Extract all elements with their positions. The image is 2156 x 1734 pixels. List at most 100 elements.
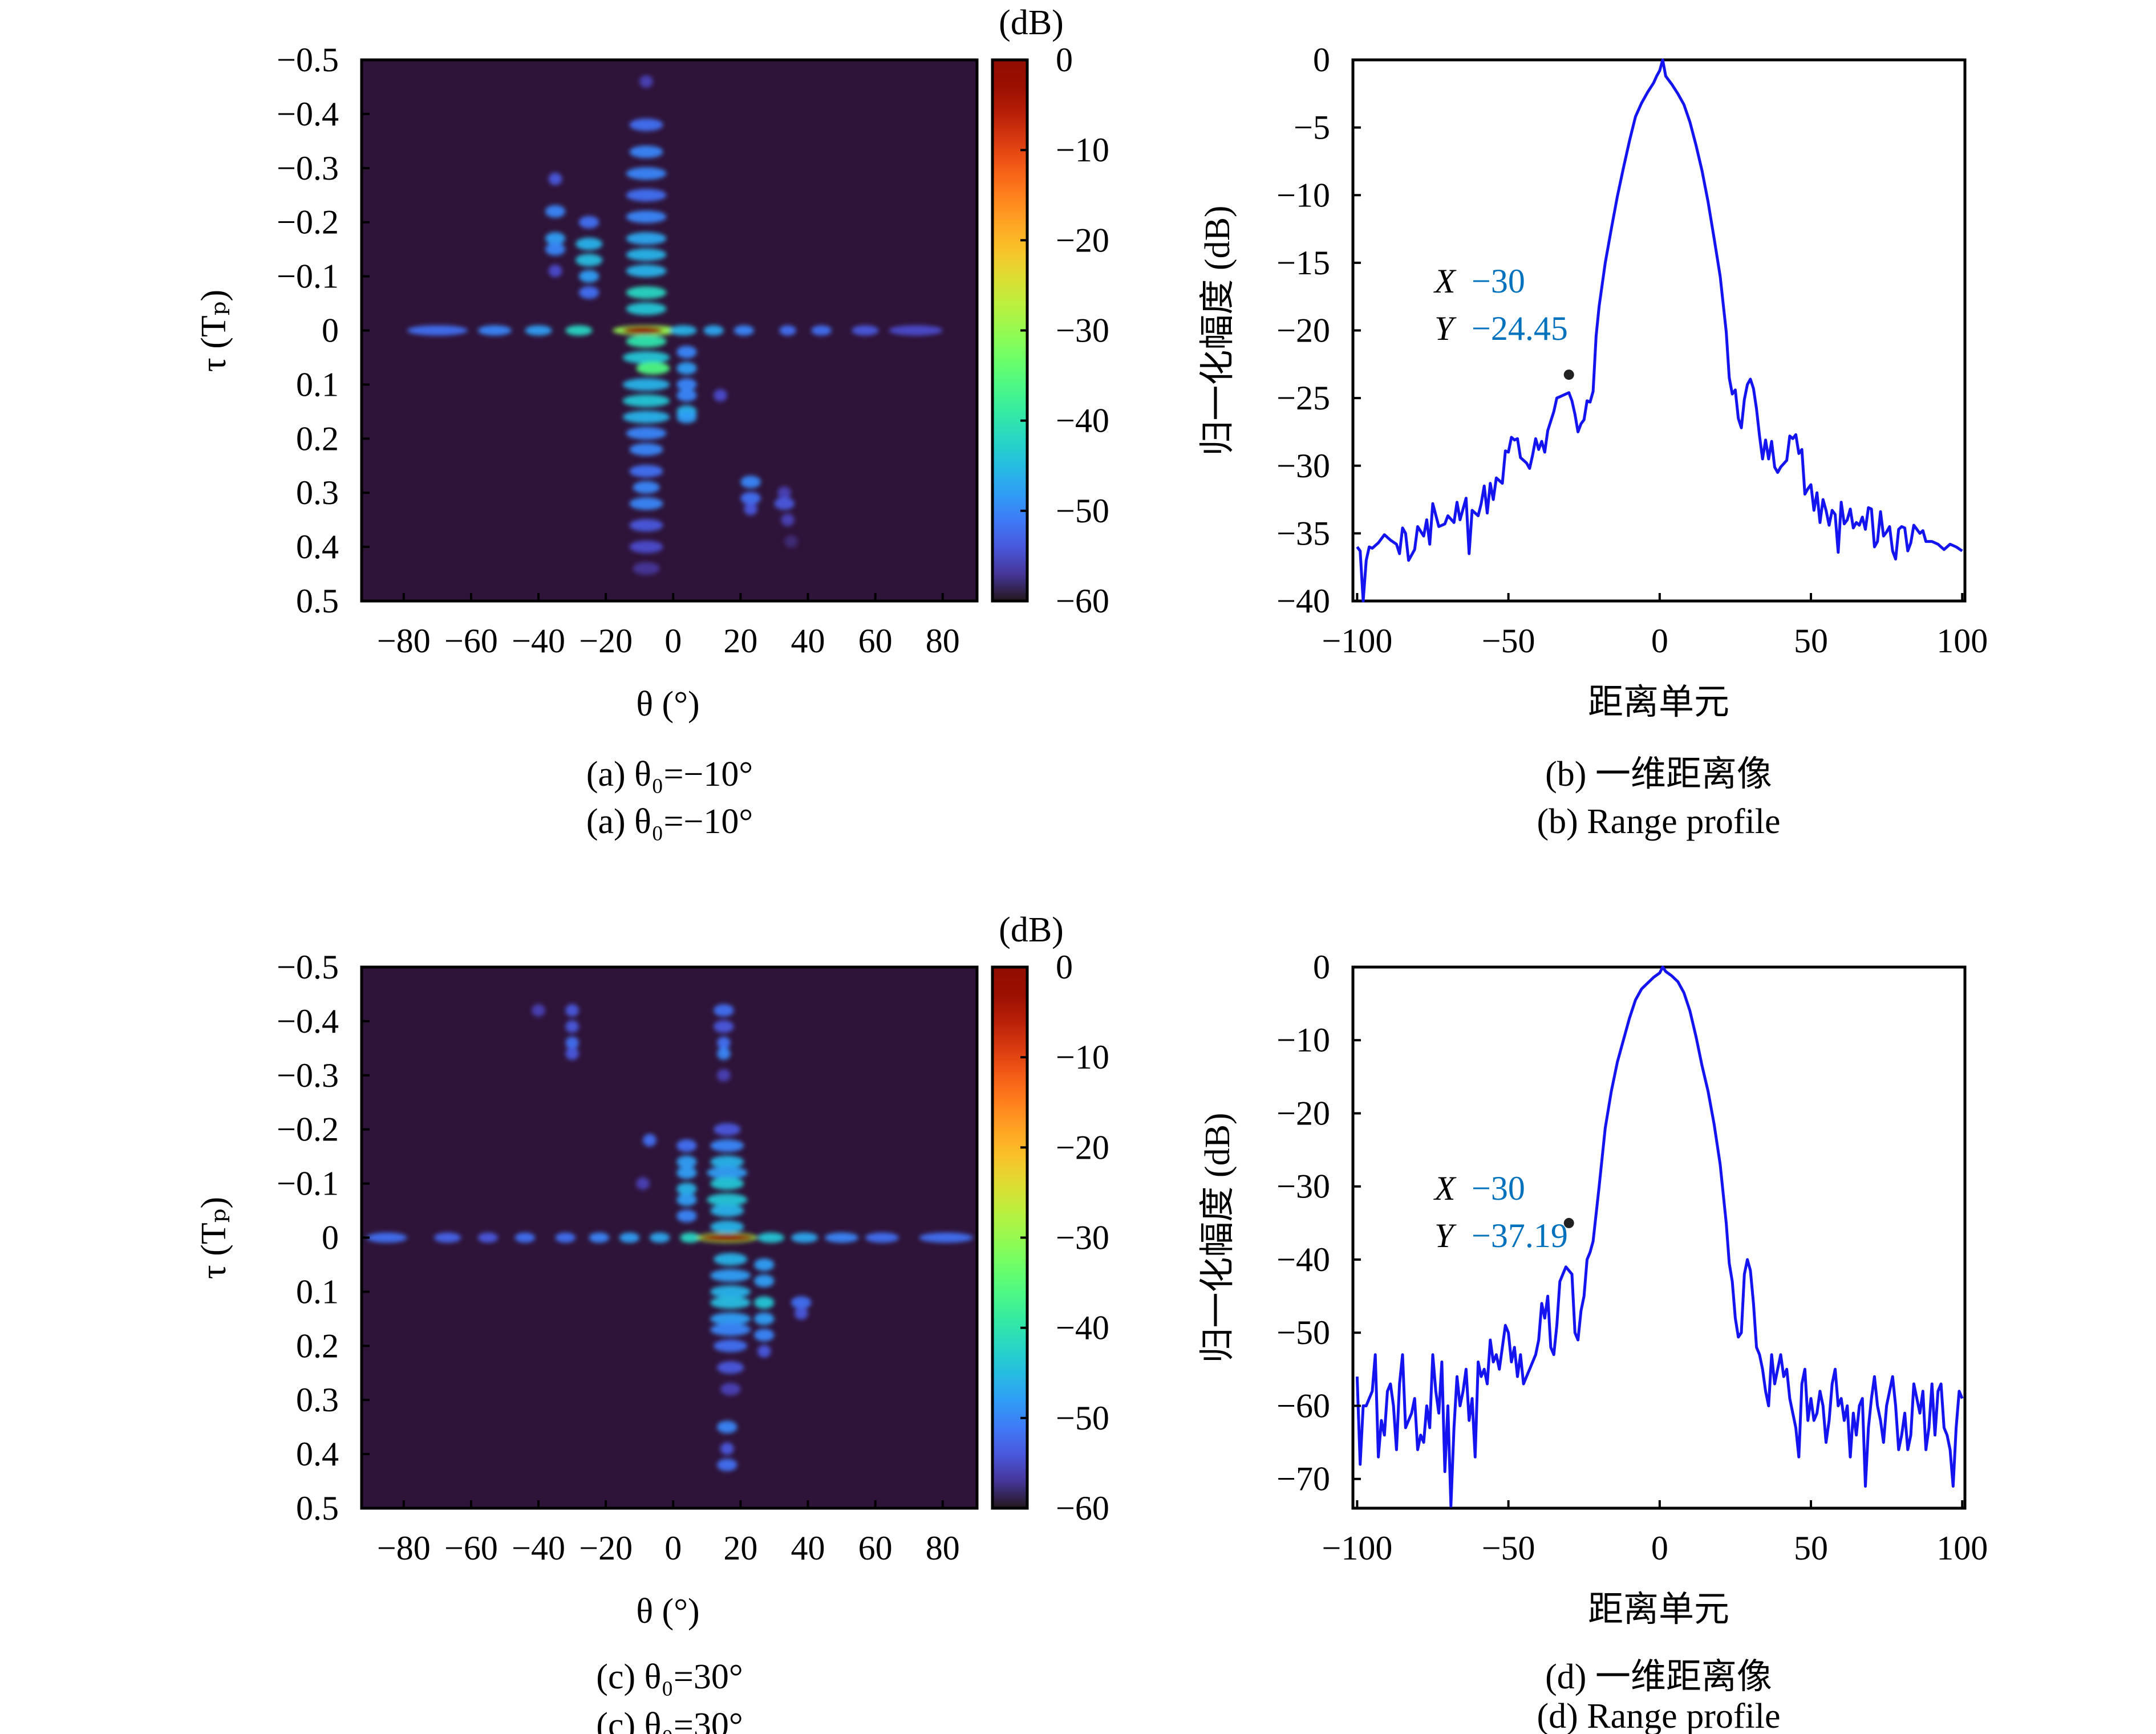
heatmap-blob [740,476,761,489]
datatip-x-value: −30 [1472,1169,1525,1207]
x-tick-label: 60 [858,622,893,660]
heatmap-blob [707,1193,748,1207]
heatmap-blob [622,351,670,364]
heatmap-blob [626,427,667,440]
heatmap-blob [757,1232,785,1243]
heatmap-blob [744,502,757,515]
heatmap-blob [740,492,761,505]
heatmap-blob [433,1232,461,1243]
y-tick-label: −15 [1276,244,1330,282]
heatmap-blob [703,325,724,336]
x-axis-title-d: 距离单元 [1588,1590,1729,1629]
y-tick-label: −40 [1276,582,1330,620]
heatmap-blob [919,1232,973,1243]
x-tick-label: −40 [512,622,565,660]
y-tick-label: −20 [1276,312,1330,350]
colorbar-tick-label: −10 [1056,131,1109,169]
colorbar-tick-label: −50 [1056,492,1109,530]
datatip-y-value: −24.45 [1472,310,1568,347]
heatmap-blob [565,1047,579,1060]
x-tick-label: 80 [926,622,960,660]
heatmap-blob [633,562,660,575]
heatmap-blob [889,325,943,336]
heatmap-blob [779,325,796,336]
caption-c-line1: (c) θ₀=30° [596,1658,743,1696]
heatmap-blob [622,378,670,391]
chart-d: −100 −50 0 50 100 0 −10 −20 −30 −40 −50 −60 −70 [1276,948,1988,1567]
y-tick-label: −5 [1294,109,1330,147]
y-tick-label: 0.4 [296,1435,339,1473]
datatip-y-label: Y [1434,1217,1457,1254]
x-tick-label: 100 [1936,1529,1988,1567]
heatmap-blob [477,325,512,336]
y-tick-label: −0.1 [277,258,339,295]
heatmap-blob [622,411,670,424]
heatmap-blob-layer [407,75,943,575]
colorbar-unit-a: (dB) [999,3,1064,42]
heatmap-blob [676,1155,697,1168]
heatmap-blob [676,1139,697,1152]
heatmap-blob [733,325,755,336]
heatmap-blob [676,378,697,391]
heatmap-blob [676,411,697,424]
heatmap-blob [545,205,566,218]
colorbar-tick-label: −30 [1056,1219,1109,1257]
y-tick-label: −20 [1276,1094,1330,1132]
heatmap-blob [865,1232,899,1243]
heatmap-blob [754,1274,775,1288]
colorbar-tick-label: 0 [1056,948,1073,986]
caption-b-line2: (b) Range profile [1537,802,1781,841]
y-tick-label: −30 [1276,1168,1330,1205]
heatmap-blob [720,1442,734,1455]
x-tick-label: 50 [1794,622,1828,660]
heatmap-blob [710,1139,744,1152]
x-tick-label: −60 [444,622,498,660]
heatmap-blob [629,145,663,159]
heatmap-blob [545,243,566,256]
heatmap-blob [525,325,552,336]
heatmap-blob [714,1339,748,1353]
heatmap-blob [710,1177,744,1190]
range-profile-line [1355,965,1964,1508]
datatip-d: X −30 Y −37.19 [1433,1169,1568,1254]
heatmap-blob [619,1232,640,1243]
y-axis-title-b: 归一化幅度 (dB) [1198,205,1237,456]
heatmap-blob [477,1232,499,1243]
heatmap-blob [576,237,603,250]
heatmap-blob [754,1296,775,1309]
x-tick-label: 100 [1936,622,1988,660]
datatip-x-value: −30 [1472,262,1525,300]
heatmap-blob [852,325,879,336]
y-tick-label: −35 [1276,514,1330,552]
y-tick-label: −0.3 [277,149,339,187]
heatmap-cells [407,75,943,575]
datatip-x-label: X [1433,1169,1457,1207]
heatmap-blob [626,335,667,348]
x-tick-label: −80 [377,1529,431,1567]
heatmap-blob [366,1232,407,1243]
heatmap-blob [629,465,663,478]
y-tick-label: 0.1 [296,366,339,403]
x-tick-label: −20 [579,622,633,660]
caption-c-line2: (c) θ₀=30° [596,1706,743,1734]
heatmap-blob [633,481,660,494]
colorbar-tick-label: −60 [1056,582,1109,620]
y-tick-label: 0 [322,312,339,350]
chart-c: 0 −10 −20 −30 −40 −50 −60 −80 −60 −40 −20 0 20 40 60 80… [277,948,1109,1567]
heatmap-blob [565,325,593,336]
heatmap-blob-layer [366,1004,973,1472]
y-tick-label: −10 [1276,176,1330,214]
x-tick-label: −50 [1482,622,1535,660]
heatmap-blob [626,210,667,224]
heatmap-blob [626,167,667,180]
caption-b-line1: (b) 一维距离像 [1545,755,1772,794]
heatmap-blob [825,1232,859,1243]
y-tick-label: 0.1 [296,1273,339,1310]
y-tick-label: −0.2 [277,204,339,241]
x-tick-label: 20 [723,622,757,660]
heatmap-blob [565,1004,579,1017]
x-axis-title-b: 距离单元 [1588,683,1729,722]
heatmap-blob [714,1253,748,1266]
heatmap-blob [710,1204,744,1217]
heatmap-cells [366,1004,973,1472]
